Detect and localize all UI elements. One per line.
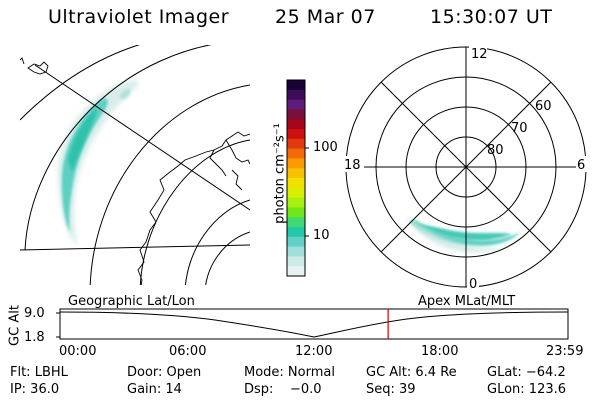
time-tick-1800: 18:00 — [421, 344, 459, 359]
gc-altitude-curve — [59, 311, 569, 338]
colorbar — [286, 79, 309, 277]
colorbar-segment — [287, 138, 305, 150]
lat-label-60: 60 — [535, 99, 552, 114]
mlt-label-0: 0 — [469, 277, 477, 292]
colorbar-segment — [287, 109, 305, 120]
colorbar-tick-100: 100 — [313, 140, 338, 155]
colorbar-segment — [287, 207, 305, 218]
colorbar-segment — [287, 217, 305, 228]
filter-status: Flt: LBHL — [10, 365, 68, 380]
colorbar-segment — [287, 168, 305, 179]
colorbar-unit-label: photon cm⁻²s⁻¹ — [272, 123, 288, 224]
altitude-timeline — [56, 308, 569, 340]
gc-alt-status: GC Alt: 6.4 Re — [366, 365, 457, 380]
lat-label-80: 80 — [487, 143, 504, 158]
gc-alt-bottom-value: 1.8 — [24, 330, 45, 345]
colorbar-tick-10: 10 — [313, 228, 330, 243]
ip-status: IP: 36.0 — [10, 382, 60, 397]
colorbar-segment — [287, 89, 305, 101]
colorbar-segment — [287, 148, 305, 159]
mlt-label-12: 12 — [471, 47, 488, 62]
seq-status: Seq: 39 — [366, 382, 416, 397]
geo-latlon-label: Geographic Lat/Lon — [68, 294, 195, 309]
mlt-label-18: 18 — [344, 158, 361, 173]
time-tick-1200: 12:00 — [295, 344, 333, 359]
time-tick-2359: 23:59 — [546, 344, 584, 359]
colorbar-segment — [287, 129, 305, 140]
colorbar-segment — [287, 256, 305, 267]
colorbar-segment — [287, 187, 305, 199]
colorbar-segment — [287, 227, 305, 238]
gc-alt-axis-title: GC Alt — [7, 305, 23, 346]
time-tick-0000: 00:00 — [59, 344, 97, 359]
gc-alt-top-value: 9.0 — [24, 306, 45, 321]
observation-date: 25 Mar 07 — [275, 6, 376, 28]
glat-status: GLat: −64.2 — [487, 365, 566, 380]
colorbar-segment — [287, 236, 305, 248]
polar-plot: 12 18 6 0 60 70 80 — [342, 46, 588, 292]
colorbar-segment — [287, 158, 305, 169]
observation-time: 15:30:07 UT — [430, 6, 553, 28]
lat-label-70: 70 — [511, 121, 528, 136]
aurora-core-left — [68, 108, 97, 172]
colorbar-segment — [287, 197, 305, 208]
apex-mlat-mlt-label: Apex MLat/MLT — [418, 294, 516, 309]
colorbar-segment — [287, 80, 305, 91]
colorbar-segment — [287, 246, 305, 257]
colorbar-segment — [287, 119, 305, 130]
aurora-glow-outer — [58, 80, 139, 245]
glon-status: GLon: 123.6 — [487, 382, 567, 397]
mode-status: Mode: Normal — [244, 365, 335, 380]
door-status: Door: Open — [127, 365, 202, 380]
colorbar-segment — [287, 178, 305, 189]
colorbar-segment — [287, 266, 305, 277]
instrument-title: Ultraviolet Imager — [48, 6, 230, 28]
polar-labels: 12 18 6 0 60 70 80 — [342, 46, 588, 292]
time-tick-0600: 06:00 — [169, 344, 207, 359]
dsp-status: Dsp: −0.0 — [244, 382, 322, 397]
geographic-map — [20, 45, 250, 285]
colorbar-frame — [286, 79, 306, 277]
colorbar-segment — [287, 99, 305, 110]
gain-status: Gain: 14 — [127, 382, 182, 397]
mlt-label-6: 6 — [577, 158, 585, 173]
